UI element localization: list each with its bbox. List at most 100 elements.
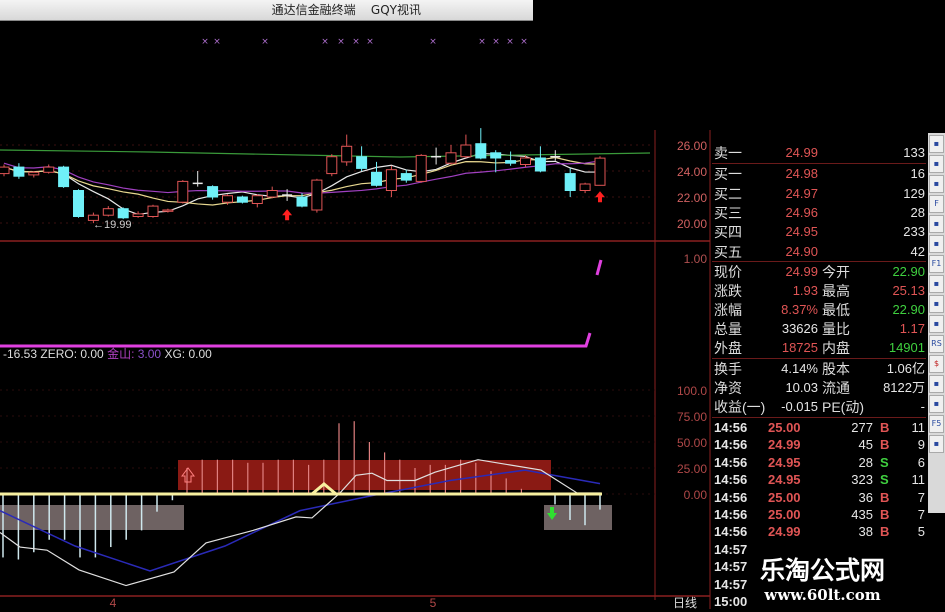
- move-icon[interactable]: ▪: [929, 375, 944, 393]
- fund-label: 股本: [822, 361, 850, 377]
- formula-icon[interactable]: ▪: [929, 275, 944, 293]
- osc-tick-label: 75.00: [677, 410, 707, 424]
- signal-marker: ×: [520, 37, 528, 47]
- candle-body: [371, 171, 382, 186]
- candle-body: [385, 169, 397, 191]
- stat-value: 8.37%: [781, 302, 818, 317]
- trade-side: B: [880, 489, 890, 505]
- f5-icon[interactable]: F5: [929, 415, 944, 433]
- order-price: 24.99: [785, 145, 818, 160]
- f10-icon[interactable]: F1: [929, 255, 944, 273]
- candle-body: [356, 156, 368, 169]
- pen-icon[interactable]: ▪: [929, 395, 944, 413]
- signal-marker: ×: [478, 37, 486, 47]
- candle-body: [415, 154, 427, 182]
- order-volume: 28: [910, 204, 925, 220]
- trade-time: 15:00: [714, 594, 748, 609]
- trade-count: 7: [917, 489, 925, 505]
- candle-icon[interactable]: ▪: [929, 155, 944, 173]
- order-price: 24.95: [785, 224, 818, 240]
- trade-time: 14:57: [714, 576, 748, 592]
- candle-body: [266, 190, 278, 198]
- price-tick-label: 26.00: [677, 139, 707, 153]
- quote-separator: [712, 358, 926, 359]
- indicator-pink-line: [0, 332, 592, 348]
- trade-price: 24.99: [768, 524, 801, 540]
- stat-value: 22.90: [892, 302, 925, 317]
- title-bar: 通达信金融终端 GQY视讯: [0, 0, 533, 21]
- trade-count: 6: [917, 454, 925, 470]
- stat-label: 总量: [714, 321, 742, 337]
- chart-icon[interactable]: ▪: [929, 135, 944, 153]
- candle-body: [460, 144, 472, 158]
- red-zone: [178, 460, 551, 490]
- price-tick-label: 24.00: [677, 165, 707, 179]
- trade-volume: 28: [858, 454, 873, 470]
- stat-value: 22.90: [892, 264, 925, 279]
- candle-body: [43, 166, 55, 173]
- candle-body: [400, 173, 412, 181]
- trade-price: 25.00: [768, 507, 801, 522]
- candle-body: [341, 145, 353, 163]
- candle-body: [236, 196, 248, 203]
- trade-volume: 323: [851, 472, 873, 488]
- price-tick-label: 20.00: [677, 217, 707, 231]
- fund-label: PE(动): [822, 399, 864, 415]
- stat-label: 现价: [714, 264, 742, 280]
- trade-price: 25.00: [768, 489, 801, 505]
- order-level-label: 买一: [714, 166, 742, 183]
- f-icon[interactable]: F: [929, 195, 944, 213]
- candle-body: [505, 160, 517, 164]
- trade-count: 7: [917, 507, 925, 522]
- candle-body: [147, 205, 159, 218]
- osc-tick-label: 50.00: [677, 436, 707, 450]
- stat-value: 1.93: [792, 283, 818, 298]
- candle-body: [296, 196, 308, 207]
- signal-marker: ×: [352, 37, 360, 47]
- candle-body: [132, 213, 144, 217]
- gray-zone: [544, 505, 612, 530]
- order-level-label: 买五: [714, 243, 742, 260]
- candle-body: [13, 166, 25, 177]
- money-icon[interactable]: $: [929, 355, 944, 373]
- candle-body: [251, 195, 263, 204]
- rsi-icon[interactable]: RS: [929, 335, 944, 353]
- order-price: 24.97: [785, 185, 818, 201]
- up-arrow-icon: [181, 467, 195, 483]
- stat-label: 最低: [822, 302, 850, 318]
- trade-price: 24.95: [768, 454, 801, 470]
- buy-arrow-icon: [595, 191, 605, 203]
- buy-arrow-icon: [282, 209, 293, 221]
- candle-body: [162, 209, 174, 212]
- order-price: 24.96: [785, 204, 818, 220]
- note-icon[interactable]: ▪: [929, 215, 944, 233]
- fund-label: 流通: [822, 380, 850, 396]
- trade-time: 14:56: [714, 454, 748, 470]
- watermark-name: 乐淘公式网: [760, 556, 886, 585]
- signal-marker: ×: [492, 37, 500, 47]
- trade-time: 14:56: [714, 507, 748, 522]
- trade-side: S: [880, 454, 889, 470]
- time-label: 4: [110, 596, 117, 609]
- osc-blue-line: [0, 469, 601, 572]
- fund-value: 8122万: [883, 380, 925, 395]
- trade-price: 24.99: [768, 437, 801, 453]
- candle-body: [28, 171, 40, 176]
- candle-body: [102, 208, 114, 216]
- search-icon[interactable]: ▪: [929, 295, 944, 313]
- grid-icon[interactable]: ▪: [929, 175, 944, 193]
- candle-body: [520, 157, 531, 165]
- wave-icon[interactable]: ▪: [929, 315, 944, 333]
- trade-volume: 36: [858, 489, 873, 505]
- zero-line-bump: [311, 482, 337, 496]
- trade-time: 14:57: [714, 541, 748, 557]
- switch-icon[interactable]: ▪: [929, 435, 944, 453]
- folder-icon[interactable]: ▪: [929, 235, 944, 253]
- stat-label: 最高: [822, 283, 850, 299]
- stat-label: 量比: [822, 321, 850, 337]
- trade-volume: 435: [851, 507, 873, 522]
- trade-side: B: [880, 507, 890, 522]
- fund-value: 4.14%: [781, 361, 818, 376]
- order-volume: 133: [903, 145, 925, 160]
